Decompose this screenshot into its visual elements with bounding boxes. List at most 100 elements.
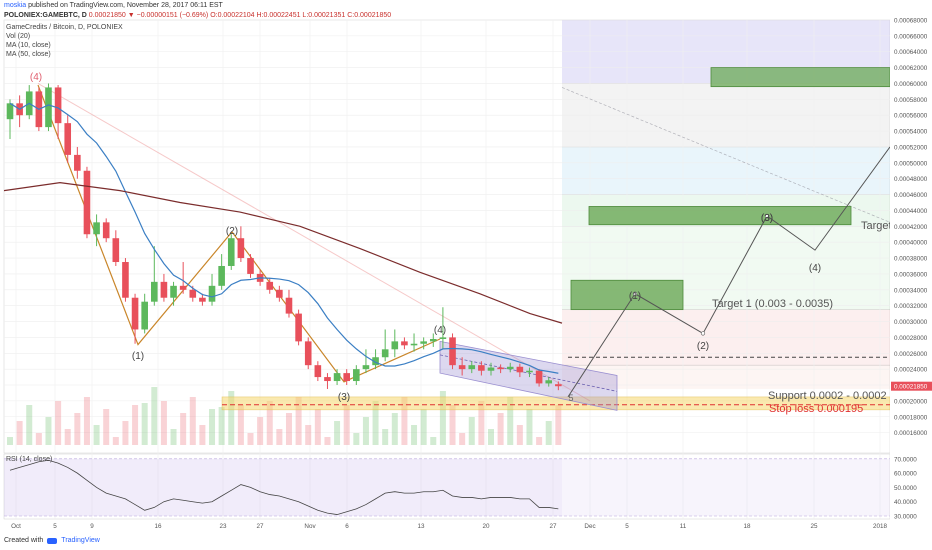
- x-tick-label: 9: [90, 523, 94, 530]
- candle-body: [449, 337, 456, 366]
- price-axis-bg: [890, 20, 932, 520]
- candle-body: [324, 377, 331, 382]
- ma10-line: [9, 102, 559, 374]
- channel-midline: [439, 354, 618, 392]
- last-price-tag-label: 0.00021850: [894, 384, 928, 391]
- volume-bar: [257, 417, 264, 445]
- descending-channel: [439, 340, 618, 411]
- volume-bar: [209, 409, 216, 445]
- x-tick-label: 18: [743, 523, 751, 530]
- volume-bar: [285, 413, 292, 445]
- volume-bar: [362, 417, 369, 445]
- y-tick-label: 0.00030000: [894, 319, 928, 326]
- y-tick-label: 0.00064000: [894, 49, 928, 56]
- volume-bar: [199, 425, 206, 445]
- candle-body: [314, 365, 322, 378]
- ma50-legend[interactable]: MA (50, close): [6, 51, 51, 58]
- candle-body: [362, 365, 370, 370]
- volume-bar: [122, 421, 129, 445]
- volume-bar: [55, 401, 62, 445]
- volume-bar: [353, 433, 360, 445]
- publisher-name[interactable]: moskia: [4, 2, 27, 9]
- ma50-line: [3, 182, 563, 324]
- candle-body: [555, 384, 562, 387]
- candle-body: [266, 281, 274, 290]
- target-label: Target: [861, 220, 892, 232]
- volume-bar: [516, 425, 523, 445]
- y-tick-label: 0.00052000: [894, 144, 928, 151]
- volume-bar: [64, 429, 71, 445]
- candle-body: [179, 285, 187, 290]
- candle-body: [285, 297, 293, 314]
- volume-bar: [189, 397, 196, 445]
- candle-body: [141, 301, 148, 330]
- candle-body: [391, 341, 399, 350]
- symbol-line: POLONIEX:GAMEBTC, D 0.00021850 ▼ −0.0000…: [4, 12, 391, 19]
- y-tick-label: 0.00056000: [894, 113, 928, 120]
- candle-body: [45, 87, 52, 128]
- volume-bar: [266, 401, 273, 445]
- y-tick-label: 0.00024000: [894, 367, 928, 374]
- y-tick-label: 0.00062000: [894, 65, 928, 72]
- ma10-legend[interactable]: MA (10, close): [6, 42, 51, 49]
- wave-label: (4): [434, 325, 446, 336]
- price-pane: [3, 19, 891, 454]
- y-tick-label: 0.00042000: [894, 224, 928, 231]
- volume-bar: [160, 401, 167, 445]
- target-1-box: [570, 279, 684, 311]
- vol-legend[interactable]: Vol (20): [6, 33, 31, 40]
- rsi-y-tick-label: 70.0000: [894, 456, 917, 463]
- candle-body: [506, 366, 514, 370]
- y-tick-label: 0.00018000: [894, 414, 928, 421]
- wave-label: (3): [338, 392, 350, 403]
- volume-bar: [295, 397, 302, 445]
- volume-bar: [16, 421, 23, 445]
- candle-body: [83, 170, 91, 235]
- x-tick-label: 5: [625, 523, 629, 530]
- volume-bar: [478, 401, 485, 445]
- x-tick-label: 25: [810, 523, 818, 530]
- candle-body: [74, 154, 81, 171]
- target-box-top: [710, 67, 891, 88]
- y-tick-label: 0.00034000: [894, 287, 928, 294]
- volume-bar: [449, 405, 456, 445]
- tradingview-logo-icon: [47, 537, 58, 544]
- published-text: published on TradingView.com, November 2…: [26, 2, 223, 9]
- volume-bar: [343, 405, 350, 445]
- candle-body: [458, 365, 466, 370]
- candle-body: [353, 369, 360, 382]
- candle-body: [122, 262, 129, 298]
- rsi-legend[interactable]: RSI (14, close): [6, 456, 53, 463]
- candle-body: [151, 281, 158, 302]
- volume-bar: [83, 397, 90, 445]
- y-tick-label: 0.00016000: [894, 430, 928, 437]
- candle-body: [478, 365, 485, 371]
- volume-bar: [420, 409, 427, 445]
- volume-bar: [276, 429, 283, 445]
- volume-bar: [247, 433, 254, 445]
- y-tick-label: 0.00058000: [894, 97, 928, 104]
- rsi-band-future: [562, 458, 890, 516]
- candle-body: [227, 238, 235, 266]
- volume-bar: [430, 437, 437, 445]
- candle-body: [439, 337, 447, 339]
- volume-bar: [555, 405, 562, 445]
- tradingview-brand[interactable]: TradingView: [61, 537, 100, 544]
- symbol: POLONIEX:GAMEBTC, D: [4, 12, 87, 19]
- y-tick-label: 0.00020000: [894, 398, 928, 405]
- candle-body: [429, 338, 437, 342]
- y-tick-label: 0.00036000: [894, 271, 928, 278]
- candle-body: [64, 123, 72, 155]
- chart-title: GameCredits / Bitcoin, D, POLONIEX: [6, 24, 123, 31]
- candle-body: [189, 289, 197, 298]
- projection-dotted-line: [561, 87, 891, 223]
- y-tick-label: 0.00040000: [894, 240, 928, 247]
- volume-bar: [305, 425, 312, 445]
- volume-bar: [488, 429, 494, 445]
- x-tick-label: 13: [417, 523, 425, 530]
- candle-body: [54, 87, 62, 124]
- volume-bar: [334, 421, 341, 445]
- volume-bar: [151, 387, 158, 445]
- target-box: [588, 206, 852, 226]
